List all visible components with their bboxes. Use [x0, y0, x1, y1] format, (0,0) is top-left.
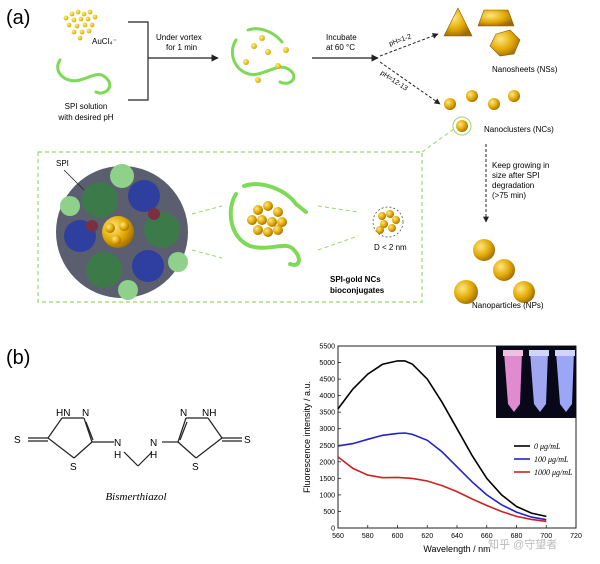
series-line-2 — [337, 456, 547, 523]
nanoparticles-label: Nanoparticles (NPs) — [472, 301, 544, 310]
atom-nh-1: NH — [202, 408, 216, 419]
y-tick-label-10: 5000 — [319, 360, 335, 367]
bismerthiazol-structure — [28, 417, 242, 467]
nanosheets-icon — [443, 7, 521, 57]
incubate-label-2: at 60 °C — [326, 43, 355, 52]
vortex-label-1: Under vortex — [156, 33, 202, 42]
size-note: D < 2 nm — [374, 243, 407, 252]
connector-3 — [317, 205, 359, 213]
x-tick-label-8: 720 — [570, 533, 582, 540]
aucl4-label: AuCl₄⁻ — [92, 37, 117, 46]
nanosheets-label: Nanosheets (NSs) — [492, 65, 558, 74]
atom-s-1: S — [14, 435, 21, 446]
atom-s-2: S — [70, 462, 77, 473]
spi-tag: SPI — [56, 159, 69, 168]
x-tick-label-4: 640 — [451, 533, 463, 540]
grow-label-3: degradation — [492, 181, 534, 190]
atom-s-4: S — [244, 435, 251, 446]
nanoclusters-label: Nanoclusters (NCs) — [484, 125, 554, 134]
y-tick-label-7: 3500 — [319, 410, 335, 417]
mix-bracket-arrow — [128, 21, 218, 101]
zoom-connector — [421, 125, 459, 153]
x-tick-label-6: 680 — [511, 533, 523, 540]
ph-low-arrow — [379, 33, 439, 57]
y-tick-label-9: 4500 — [319, 377, 335, 384]
x-tick-label-7: 700 — [540, 533, 552, 540]
structure-atom-labels: S HN N S N H N H N NH S S — [14, 408, 251, 473]
series-line-1 — [337, 432, 547, 521]
spi-solution-label-1: SPI solution — [65, 102, 108, 111]
y-tick-label-5: 2500 — [319, 443, 335, 450]
connector-2 — [191, 249, 223, 259]
x-tick-label-1: 580 — [362, 533, 374, 540]
spi-chain-icon — [56, 58, 112, 95]
conjugates-label-2: bioconjugates — [330, 286, 385, 295]
atom-n-1: N — [82, 408, 89, 419]
atom-n-2: N — [180, 408, 187, 419]
y-tick-label-1: 500 — [323, 509, 335, 516]
y-tick-label-4: 2000 — [319, 459, 335, 466]
conjugates-label-1: SPI-gold NCs — [330, 275, 381, 284]
incubate-label-1: Incubate — [326, 33, 357, 42]
nanoparticles-icon — [454, 239, 535, 304]
fluorescence-chart: 560 580 600 620 640 660 680 700 720 0 500 1000 1500 2… — [302, 344, 582, 555]
x-tick-label-3: 620 — [421, 533, 433, 540]
x-tick-label-2: 600 — [392, 533, 404, 540]
grow-label-1: Keep growing in — [492, 161, 549, 170]
ph-low-label: pH=1-2 — [388, 33, 412, 48]
y-tick-label-8: 4000 — [319, 393, 335, 400]
panel-a-label: (a) — [6, 7, 30, 29]
connector-1 — [191, 205, 223, 215]
mixture-icon — [230, 27, 296, 85]
series-line-0 — [337, 360, 547, 518]
connector-4 — [317, 235, 359, 251]
aucl4-dots-icon — [63, 9, 98, 41]
vial-photo-inset — [496, 346, 576, 418]
ph-high-label: pH=12-13 — [379, 70, 409, 93]
vortex-label-2: for 1 min — [166, 43, 197, 52]
atom-n-3: N — [114, 438, 121, 449]
y-tick-label-0: 0 — [331, 526, 335, 533]
y-tick-label-11: 5500 — [319, 344, 335, 351]
x-axis-label: Wavelength / nm — [423, 544, 490, 554]
atom-hn-1: HN — [56, 408, 70, 419]
y-tick-label-2: 1000 — [319, 492, 335, 499]
y-tick-label-6: 3000 — [319, 426, 335, 433]
watermark: 知乎 @守望者 — [488, 537, 557, 551]
y-axis-label: Fluorescence intensity / a.u. — [302, 381, 312, 493]
legend-label-0: 0 μg/mL — [534, 442, 561, 451]
legend-label-2: 1000 μg/mL — [534, 468, 573, 477]
x-tick-label-5: 660 — [481, 533, 493, 540]
atom-h-2: H — [150, 450, 157, 461]
legend-label-1: 100 μg/mL — [534, 455, 569, 464]
spi-pointer — [63, 169, 85, 191]
molecule-name: Bismerthiazol — [105, 491, 166, 503]
y-tick-label-3: 1500 — [319, 476, 335, 483]
grow-label-4: (>75 min) — [492, 191, 526, 200]
atom-h-1: H — [114, 450, 121, 461]
chain-wrapped-cluster-icon — [228, 182, 308, 267]
ph-high-arrow — [379, 61, 441, 105]
protein-complex-image — [56, 164, 188, 300]
nanoclusters-icon — [444, 90, 520, 136]
panel-b-label: (b) — [6, 347, 30, 369]
spi-solution-label-2: with desired pH — [57, 113, 113, 122]
x-tick-label-0: 560 — [332, 533, 344, 540]
atom-n-4: N — [150, 438, 157, 449]
grow-label-2: size after SPI — [492, 171, 540, 180]
zoom-box — [37, 151, 423, 303]
gold-cluster-icon — [372, 206, 404, 238]
atom-s-3: S — [192, 462, 199, 473]
